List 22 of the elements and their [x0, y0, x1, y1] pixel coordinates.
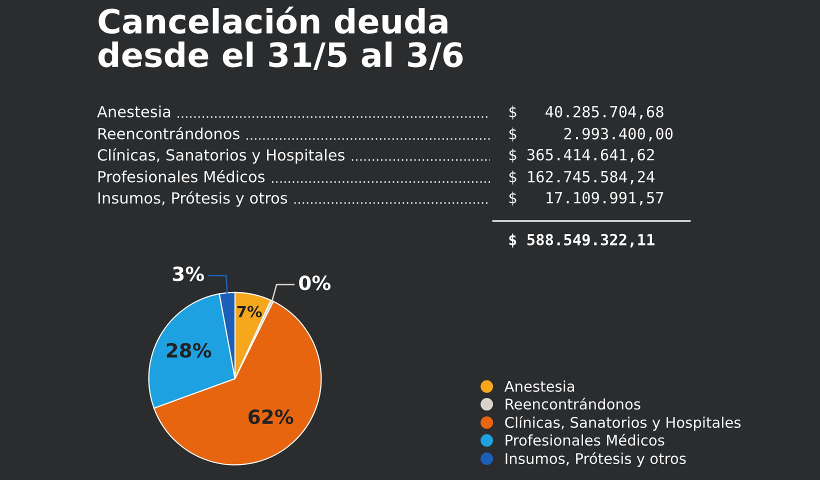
legend-label: Insumos, Prótesis y otros — [506, 452, 686, 467]
text: $ 17.109.991,57 — [509, 192, 664, 206]
category-label: Insumos, Prótesis y otros — [98, 191, 288, 207]
data-label: 62% — [248, 409, 294, 424]
data-label: 28% — [166, 343, 212, 358]
text: $ 40.285.704,68 — [509, 106, 664, 120]
data-label: 7% — [237, 306, 262, 318]
text: $ 588.549.322,11 — [509, 234, 654, 248]
category-label: Clínicas, Sanatorios y Hospitales — [98, 148, 344, 164]
text: $ 162.745.584,24 — [509, 170, 654, 185]
category-label: Anestesia — [97, 106, 170, 118]
category-label: Reencontrándonos — [98, 126, 240, 140]
legend-label: Profesionales Médicos — [506, 434, 664, 446]
data-label: 3% — [172, 266, 204, 282]
legend-label: Clínicas, Sanatorios y Hospitales — [505, 416, 741, 431]
legend-label: Anestesia — [504, 380, 574, 392]
chart-title: Cancelación deuda desde el 31/5 al 3/6 — [98, 6, 463, 70]
text: $ 365.414.641,62 — [509, 148, 654, 163]
legend-label: Reencontrándonos — [506, 398, 640, 410]
data-label: 0% — [299, 276, 331, 290]
text: $ 2.993.400,00 — [509, 128, 673, 142]
category-label: Profesionales Médicos — [98, 170, 265, 182]
